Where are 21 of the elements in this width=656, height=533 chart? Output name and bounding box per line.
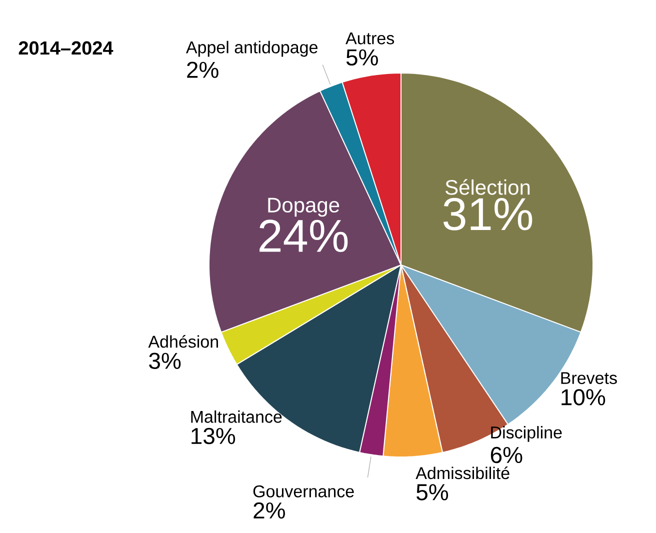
slice-label: Dopage	[268, 198, 340, 217]
chart-title: 2014–2024	[18, 41, 114, 55]
data-label: 2%	[254, 502, 285, 519]
slice-label: Discipline	[491, 426, 562, 442]
data-label: 5%	[346, 49, 378, 66]
slice-label: Adhésion	[148, 335, 218, 348]
slice-label: Brevets	[561, 372, 617, 384]
slice-label: Admissibilité	[416, 466, 510, 480]
data-label: 5%	[416, 484, 448, 500]
slice-label: Appel antidopage	[186, 40, 318, 57]
slice-label: Gouvernance	[253, 485, 354, 498]
slice-label: Maltraitance	[191, 410, 282, 423]
data-label: 2%	[187, 62, 218, 78]
data-label: 31%	[443, 198, 532, 230]
slice-label: Sélection	[446, 179, 530, 195]
slice-label: Autres	[346, 32, 394, 44]
data-label: 6%	[490, 446, 522, 464]
data-label: 13%	[192, 428, 236, 444]
data-label: 3%	[149, 352, 181, 370]
data-label: 10%	[562, 389, 606, 406]
data-label: 24%	[260, 220, 348, 252]
